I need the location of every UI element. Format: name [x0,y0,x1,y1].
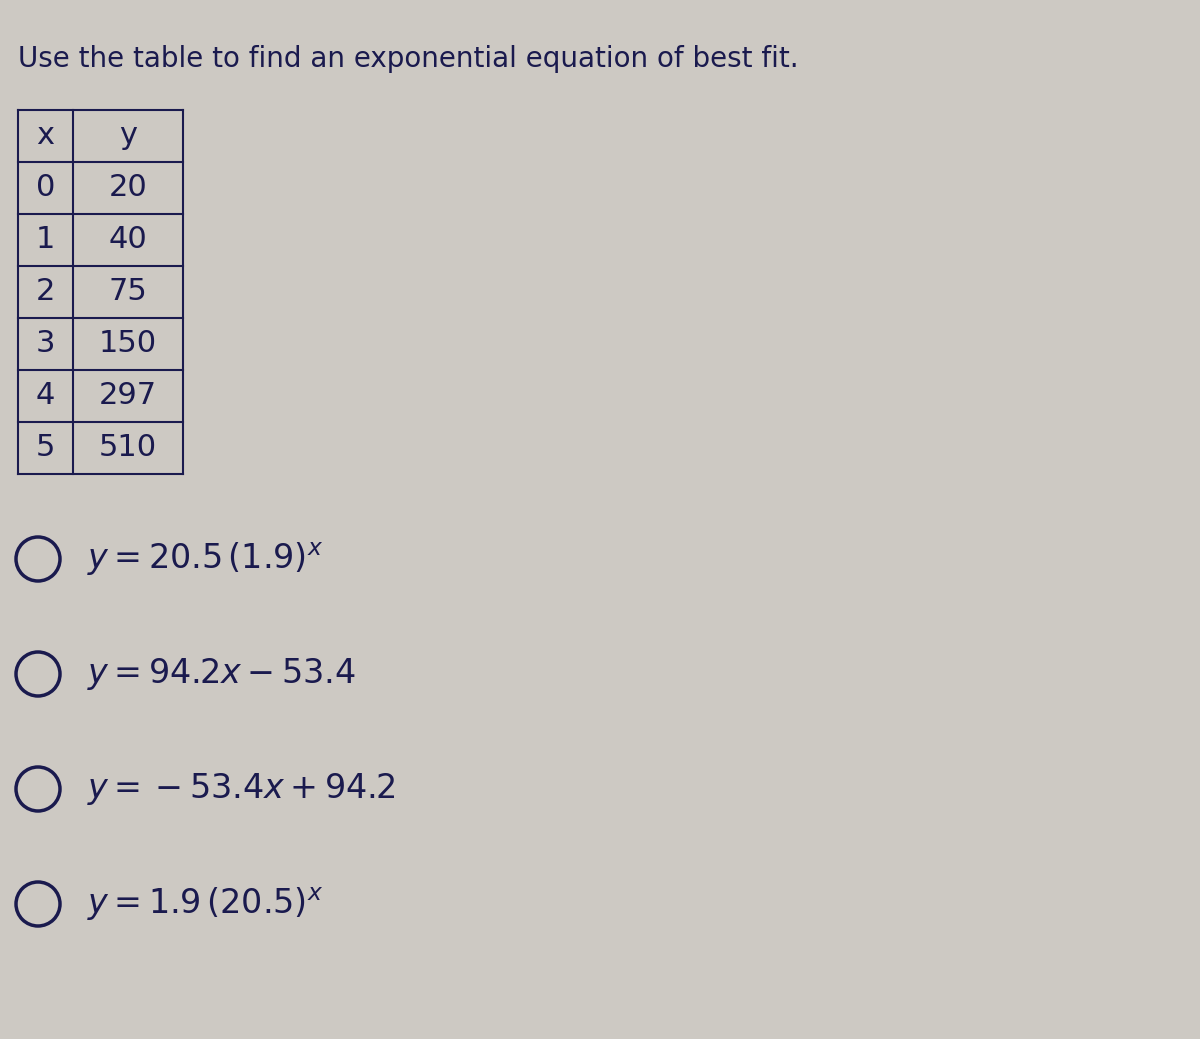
Text: 3: 3 [36,329,55,358]
Text: 0: 0 [36,174,55,203]
Text: $\,y = 1.9\,(20.5)^{x}$: $\,y = 1.9\,(20.5)^{x}$ [82,885,323,923]
Text: y: y [119,122,137,151]
Text: 20: 20 [109,174,148,203]
Text: 75: 75 [109,277,148,307]
Text: 2: 2 [36,277,55,307]
Text: 4: 4 [36,381,55,410]
Text: 150: 150 [98,329,157,358]
Text: 1: 1 [36,225,55,255]
Text: 297: 297 [98,381,157,410]
Text: 5: 5 [36,433,55,462]
Text: $\,y = 94.2x - 53.4$: $\,y = 94.2x - 53.4$ [82,656,355,692]
Text: $\,y = 20.5\,(1.9)^{x}$: $\,y = 20.5\,(1.9)^{x}$ [82,540,323,578]
Text: Use the table to find an exponential equation of best fit.: Use the table to find an exponential equ… [18,45,799,73]
Text: 40: 40 [109,225,148,255]
Text: x: x [36,122,54,151]
Text: $\,y = -53.4x + 94.2$: $\,y = -53.4x + 94.2$ [82,771,395,807]
Text: 510: 510 [98,433,157,462]
